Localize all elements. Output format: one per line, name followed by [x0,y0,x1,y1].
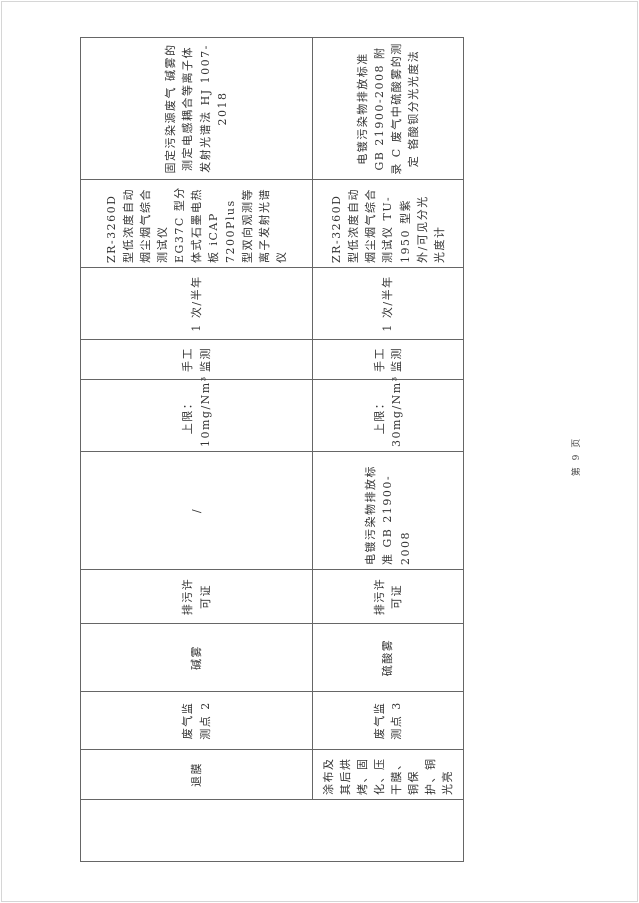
merged-empty-cell [80,799,464,862]
table-row: 退膜 废气监测点 2 碱雾 排污许可证 / 上限：10mg/Nm³ 手工监测 1… [80,37,464,862]
monitoring-table: 退膜 废气监测点 2 碱雾 排污许可证 / 上限：10mg/Nm³ 手工监测 1… [80,37,464,862]
basis-cell: 排污许可证 [80,569,313,624]
limit-cell: 上限：30mg/Nm³ [312,375,464,452]
basis-cell: 排污许可证 [312,569,464,624]
table-row: 涂布及其后烘烤、固化、压干膜、铜保护、铜光亮 废气监测点 3 硫酸雾 排污许可证… [312,37,464,862]
monitoring-point-cell: 废气监测点 2 [80,691,313,750]
standard-cell: / [80,451,313,570]
process-cell: 涂布及其后烘烤、固化、压干膜、铜保护、铜光亮 [312,749,464,800]
instrument-cell: ZR-3260D 型低浓度自动烟尘烟气综合测试仪 TU-1950 型紫外/可见分… [312,179,464,268]
mode-cell: 手工监测 [80,339,313,380]
frequency-cell: 1 次/半年 [80,267,313,340]
frequency-cell: 1 次/半年 [312,267,464,340]
method-cell: 固定污染源废气 碱雾的测定电感耦合等离子体发射光谱法 HJ 1007-2018 [80,37,313,180]
standard-cell: 电镀污染物排放标准 GB 21900-2008 [312,451,464,570]
method-cell: 电镀污染物排放标准 GB 21900-2008 附录 C 废气中硫酸雾的测定 铬… [312,37,464,180]
process-cell: 退膜 [80,749,313,800]
monitoring-point-cell: 废气监测点 3 [312,691,464,750]
page-number: 第 9 页 [572,436,583,477]
mode-cell: 手工监测 [312,339,464,380]
instrument-cell: ZR-3260D 型低浓度自动烟尘烟气综合测试仪 EG37C 型分体式石墨电热板… [80,179,313,268]
monitoring-table-container: 退膜 废气监测点 2 碱雾 排污许可证 / 上限：10mg/Nm³ 手工监测 1… [80,37,464,862]
limit-cell: 上限：10mg/Nm³ [80,375,313,452]
pollutant-cell: 碱雾 [80,623,313,692]
pollutant-cell: 硫酸雾 [312,623,464,692]
